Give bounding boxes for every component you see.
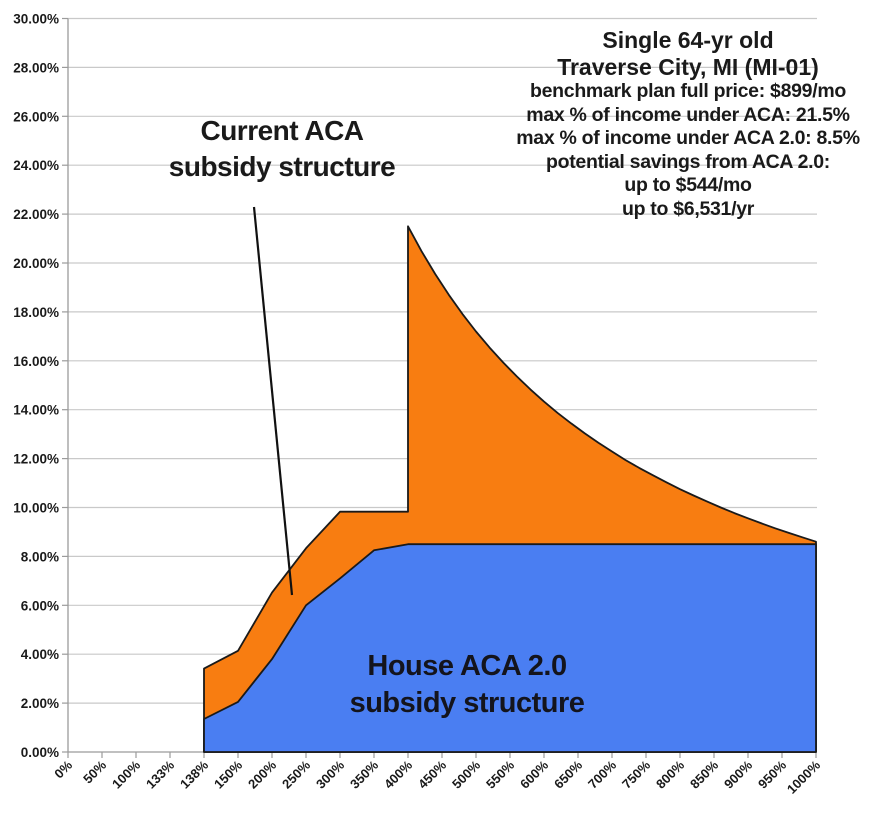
x-tick-label: 500%: [449, 757, 483, 791]
y-tick-label: 24.00%: [13, 158, 59, 173]
x-tick-label: 138%: [177, 757, 211, 791]
x-axis-labels: 0% 50% 100% 133% 138% 150% 200% 250% 300% 350% 400…: [51, 757, 823, 797]
y-tick-label: 4.00%: [21, 647, 59, 662]
y-tick-label: 2.00%: [21, 696, 59, 711]
info-line: Traverse City, MI (MI-01): [557, 53, 819, 80]
info-line: max % of income under ACA 2.0: 8.5%: [516, 127, 860, 150]
y-tick-label: 22.00%: [13, 207, 59, 222]
x-tick-label: 100%: [109, 757, 143, 791]
x-tick-label: 650%: [551, 757, 585, 791]
x-tick-label: 250%: [279, 757, 313, 791]
callout-line: [252, 206, 294, 596]
x-tick-label: 450%: [415, 757, 449, 791]
x-axis-ticks: [67, 752, 817, 758]
info-line: benchmark plan full price: $899/mo: [530, 80, 846, 102]
x-tick-label: 133%: [143, 757, 177, 791]
y-tick-label: 20.00%: [13, 256, 59, 271]
current-aca-label-line2: subsidy structure: [168, 151, 396, 182]
y-tick-label: 30.00%: [13, 12, 59, 27]
house-aca-label: House ACA 2.0 subsidy structure: [317, 648, 617, 722]
x-tick-label: 400%: [381, 757, 415, 791]
y-tick-label: 0.00%: [21, 745, 59, 760]
x-tick-label: 900%: [721, 757, 755, 791]
house-aca-label-line2: subsidy structure: [349, 687, 585, 719]
info-line: Single 64-yr old: [602, 27, 774, 53]
info-line: up to $6,531/yr: [621, 197, 755, 220]
area-house-aca-2-0: [203, 543, 817, 753]
x-tick-label: 300%: [313, 757, 347, 791]
y-axis-labels: 0.00% 2.00% 4.00% 6.00% 8.00% 10.00% 12.00% 14.…: [13, 12, 59, 761]
x-tick-label: 700%: [585, 757, 619, 791]
y-tick-label: 14.00%: [13, 403, 59, 418]
x-tick-label: 200%: [245, 757, 279, 791]
y-tick-label: 12.00%: [13, 452, 59, 467]
current-aca-label-line1: Current ACA: [200, 115, 364, 146]
x-tick-label: 550%: [483, 757, 517, 791]
x-tick-label: 600%: [517, 757, 551, 791]
x-tick-label: 750%: [619, 757, 653, 791]
x-tick-label: 0%: [51, 757, 75, 781]
house-aca-label-line1: House ACA 2.0: [367, 650, 567, 682]
x-tick-label: 800%: [653, 757, 687, 791]
x-tick-label: 50%: [80, 757, 109, 786]
info-line: max % of income under ACA: 21.5%: [526, 103, 850, 126]
y-tick-label: 8.00%: [21, 549, 59, 564]
y-tick-label: 18.00%: [13, 305, 59, 320]
x-tick-label: 350%: [347, 757, 381, 791]
y-tick-label: 26.00%: [13, 109, 59, 124]
x-tick-label: 150%: [211, 757, 245, 791]
y-axis-ticks: [62, 17, 68, 753]
y-tick-label: 10.00%: [13, 501, 59, 516]
current-aca-label: Current ACA subsidy structure: [157, 113, 407, 185]
info-line: potential savings from ACA 2.0:: [546, 150, 830, 173]
y-tick-label: 28.00%: [13, 60, 59, 75]
y-tick-label: 6.00%: [21, 598, 59, 613]
info-line: up to $544/mo: [624, 174, 752, 197]
x-tick-label: 850%: [687, 757, 721, 791]
info-annotation: Single 64-yr old Traverse City, MI (MI-0…: [498, 27, 878, 222]
y-tick-label: 16.00%: [13, 354, 59, 369]
x-tick-label: 1000%: [784, 757, 824, 797]
